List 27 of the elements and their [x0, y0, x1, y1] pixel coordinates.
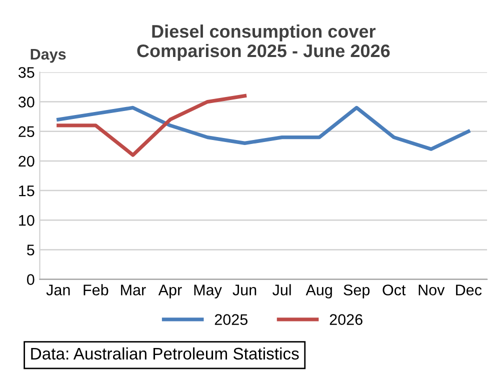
x-tick-label: Jan [46, 284, 70, 296]
chart-title: Diesel consumption cover Comparison 2025 - June 2026 [137, 24, 390, 61]
x-tick-label: Apr [158, 284, 182, 298]
x-tick-label: Aug [306, 284, 332, 298]
x-tick-label: Sep [344, 284, 370, 298]
line-series [56, 106, 470, 151]
y-tick-label: 35 [18, 67, 34, 78]
y-tick-label: 10 [19, 214, 34, 226]
x-tick-label: Feb [84, 284, 108, 296]
x-tick-label: Dec [456, 284, 482, 296]
y-tick-label: 20 [18, 156, 34, 167]
text: Data: Australian Petroleum Statistics [31, 347, 299, 360]
x-tick-label: May [194, 284, 222, 298]
x-tick-label: Nov [418, 284, 445, 296]
y-tick-label: 15 [19, 186, 34, 196]
x-tick-label: Oct [382, 284, 406, 296]
y-tick-label: 30 [18, 96, 34, 108]
line-series [56, 94, 247, 157]
legend-label: 2025 [214, 314, 248, 325]
x-tick-label: Jul [272, 284, 291, 296]
x-tick-label: Jun [232, 284, 256, 296]
x-tick-label: Mar [121, 284, 146, 296]
y-tick-label: 0 [27, 274, 34, 285]
y-tick-label: 5 [27, 244, 34, 256]
legend-label: 2026 [330, 314, 362, 325]
y-tick-label: 25 [18, 126, 34, 138]
y-axis-title: Days [30, 49, 66, 63]
